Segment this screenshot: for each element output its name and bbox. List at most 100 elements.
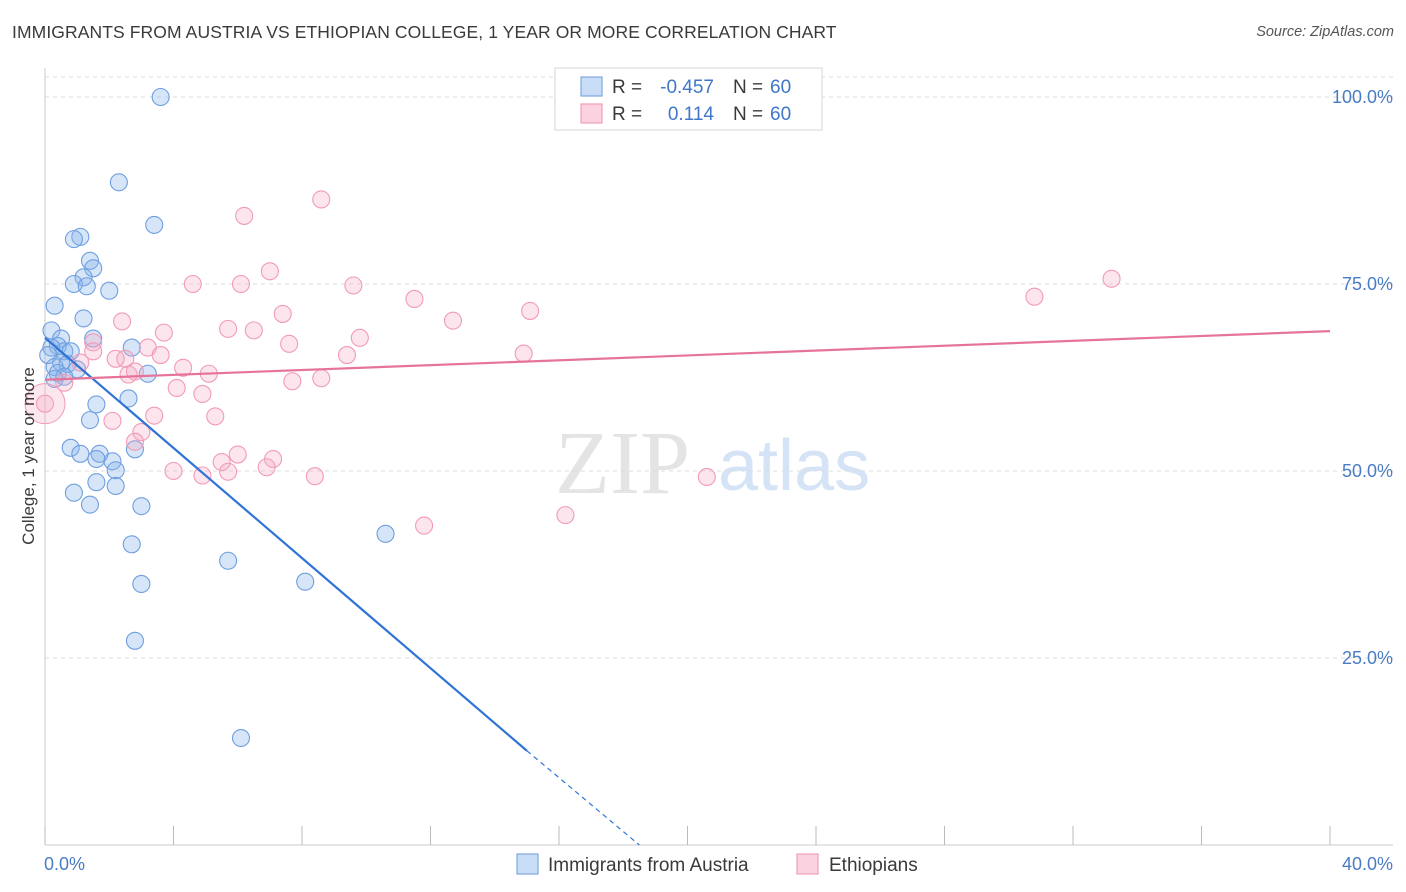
x-tick-label: 0.0% [44, 854, 85, 874]
ethiopians-point [164, 461, 183, 481]
legend-n-value-2: 60 [770, 104, 791, 125]
ethiopians-point [71, 353, 90, 372]
series-legend: Immigrants from Austria Ethiopians [516, 853, 918, 876]
ethiopians-point [116, 349, 135, 368]
ethiopians-point [350, 328, 369, 347]
series-swatch-ethiopians [796, 853, 819, 875]
ethiopians-point [257, 458, 276, 477]
austria-point [231, 728, 251, 748]
ethiopians-point [697, 467, 716, 487]
y-axis-label: College, 1 year or more [19, 367, 38, 545]
austria-point [219, 551, 238, 570]
austria-point [119, 389, 138, 408]
austria-point [125, 631, 144, 650]
austria-point [77, 277, 96, 296]
y-tick-label: 50.0% [1342, 461, 1393, 481]
ethiopians-point [231, 274, 251, 294]
ethiopians-point [344, 276, 363, 295]
ethiopians-point [193, 466, 212, 485]
ethiopians-point [415, 516, 434, 535]
austria-point [45, 296, 64, 315]
legend-swatch-pink [580, 103, 603, 124]
legend-n-label-1: N = [733, 77, 763, 98]
ethiopians-point [337, 346, 357, 365]
austria-point [125, 440, 144, 459]
series-swatch-austria [516, 853, 539, 875]
ethiopians-point [1025, 287, 1044, 306]
ethiopians-point [260, 262, 279, 281]
austria-point [106, 476, 125, 496]
ethiopians-point [106, 349, 125, 368]
series-label-ethiopians: Ethiopians [829, 855, 918, 876]
ethiopians-point [206, 407, 225, 426]
y-tick-label: 25.0% [1342, 648, 1393, 668]
austria-point [122, 338, 141, 357]
y-tick-label: 100.0% [1332, 87, 1393, 107]
austria-point [87, 449, 106, 469]
trend-lines [44, 330, 1331, 846]
ethiopians-point [212, 452, 231, 472]
austria-point [376, 524, 395, 543]
legend-n-label-2: N = [733, 104, 763, 125]
austria-point [100, 281, 119, 300]
austria-trend-line [44, 337, 528, 752]
ethiopians-point [556, 506, 575, 525]
correlation-legend: R = -0.457 N = 60 R = 0.114 N = 60 [554, 67, 823, 131]
austria-point [61, 438, 80, 457]
ethiopians-point [283, 372, 302, 391]
austria-point [106, 461, 125, 480]
ethiopians-point [312, 369, 331, 388]
legend-r-value-2: 0.114 [668, 104, 715, 125]
austria-point [74, 309, 93, 328]
ethiopians-point [167, 378, 186, 398]
ethiopians-point [273, 304, 292, 323]
ethiopians-point [183, 274, 202, 294]
austria-point [109, 173, 128, 192]
austria-point [87, 473, 106, 492]
ethiopians-point [125, 432, 144, 451]
ethiopians-point [35, 394, 55, 413]
watermark-atlas: atlas [718, 426, 870, 506]
ethiopians-point [280, 334, 299, 353]
austria-point [145, 215, 164, 234]
ethiopians-point-large [24, 383, 66, 425]
austria-point [80, 495, 100, 514]
ethiopians-trend-line [44, 330, 1331, 381]
ethiopians-point [521, 301, 540, 320]
ethiopians-point [119, 365, 138, 384]
axes: 25.0% 50.0% 75.0% 100.0% 0.0% 40.0% [44, 68, 1393, 874]
ethiopians-point [305, 467, 324, 486]
ethiopians-point [443, 311, 463, 330]
grid-lines [45, 76, 1393, 659]
ethiopians-point [193, 384, 212, 404]
ethiopians-point [84, 342, 103, 361]
ethiopians-point [103, 411, 122, 430]
ethiopians-point [219, 462, 238, 481]
ethiopians-point [154, 323, 173, 342]
austria-point [80, 411, 100, 430]
legend-swatch-blue [580, 76, 603, 97]
ethiopians-point [145, 406, 164, 425]
austria-point [64, 230, 83, 249]
legend-r-label-2: R = [612, 104, 642, 125]
austria-point [132, 574, 151, 593]
austria-point [122, 535, 141, 554]
ethiopians-point [219, 319, 238, 338]
source-label: Source: ZipAtlas.com [1256, 24, 1394, 40]
ethiopians-point [1102, 269, 1121, 288]
ethiopians-point [151, 346, 170, 365]
legend-r-label-1: R = [612, 77, 642, 98]
legend-r-value-1: -0.457 [660, 77, 714, 98]
austria-point [87, 395, 106, 414]
ethiopians-point [312, 190, 331, 209]
austria-trend-extension [526, 750, 640, 846]
ethiopians-point [514, 344, 533, 363]
series-label-austria: Immigrants from Austria [548, 855, 749, 876]
austria-point [132, 497, 151, 516]
y-tick-label: 75.0% [1342, 274, 1393, 294]
ethiopians-point [132, 423, 151, 442]
x-tick-label: 40.0% [1342, 854, 1393, 874]
austria-point [71, 444, 90, 463]
austria-point [151, 87, 170, 107]
